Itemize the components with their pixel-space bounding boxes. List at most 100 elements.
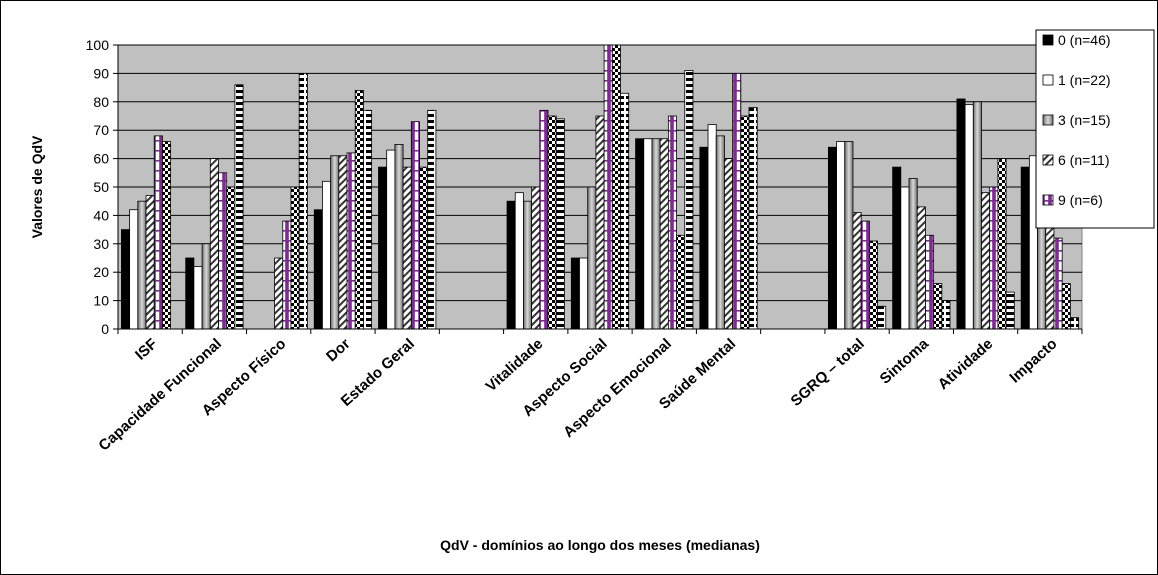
bar — [934, 284, 942, 329]
bar — [644, 139, 652, 329]
x-category-label: SGRQ – total — [788, 335, 868, 410]
bar — [363, 110, 371, 329]
bar — [957, 99, 965, 329]
y-tick-label: 20 — [93, 264, 109, 280]
bar — [845, 142, 853, 329]
bar — [202, 244, 210, 329]
bar — [909, 178, 917, 329]
bar — [652, 139, 660, 329]
y-tick-label: 70 — [93, 122, 109, 138]
bar — [901, 187, 909, 329]
bar — [716, 136, 724, 329]
legend-swatch — [1043, 75, 1053, 85]
bar — [685, 71, 693, 329]
bar — [998, 159, 1006, 329]
y-tick-label: 30 — [93, 236, 109, 252]
bar — [235, 85, 243, 329]
bar — [853, 213, 861, 329]
bar — [1006, 292, 1014, 329]
bar — [194, 267, 202, 329]
x-category-label: ISF — [132, 335, 161, 363]
bar — [917, 207, 925, 329]
x-category-label: Vitalidade — [483, 335, 547, 395]
bar — [331, 156, 339, 329]
bar — [162, 142, 170, 329]
bar — [322, 181, 330, 329]
bar — [580, 258, 588, 329]
y-tick-label: 10 — [93, 293, 109, 309]
bar — [210, 159, 218, 329]
bar — [387, 150, 395, 329]
y-tick-label: 60 — [93, 151, 109, 167]
bar — [395, 144, 403, 329]
bar — [708, 125, 716, 329]
bar — [861, 221, 869, 329]
bar — [1070, 318, 1078, 329]
x-category-label: Sintoma — [877, 335, 933, 388]
y-tick-label: 0 — [101, 321, 109, 337]
bar — [314, 210, 322, 329]
bar — [154, 136, 162, 329]
legend: 0 (n=46) 1 (n=22) 3 (n=15) 6 (n=11) 9 (n=6) — [1036, 30, 1154, 228]
bar — [965, 105, 973, 329]
bar — [596, 116, 604, 329]
bar — [869, 241, 877, 329]
y-tick-label: 100 — [86, 37, 110, 53]
y-tick-label: 50 — [93, 179, 109, 195]
bar — [507, 201, 515, 329]
bar — [219, 173, 227, 329]
bar — [749, 107, 757, 329]
bar — [982, 193, 990, 329]
legend-swatch — [1043, 155, 1053, 165]
legend-swatch — [1043, 195, 1053, 205]
bar — [677, 235, 685, 329]
legend-label: 6 (n=11) — [1058, 152, 1110, 168]
bar — [604, 45, 612, 329]
bar — [741, 116, 749, 329]
bar — [1062, 284, 1070, 329]
bar — [291, 187, 299, 329]
bar — [1021, 167, 1029, 329]
bar — [668, 116, 676, 329]
bar — [733, 73, 741, 329]
bar — [973, 102, 981, 329]
bar — [925, 235, 933, 329]
bar — [339, 156, 347, 329]
legend-label: 1 (n=22) — [1058, 72, 1111, 88]
bar — [660, 139, 668, 329]
bar — [227, 187, 235, 329]
y-tick-label: 90 — [93, 65, 109, 81]
bar — [523, 201, 531, 329]
y-tick-label: 40 — [93, 207, 109, 223]
bar — [121, 230, 129, 329]
y-axis-title: Valores de QdV — [29, 135, 45, 238]
x-category-label: Atividade — [935, 335, 997, 393]
bar — [942, 301, 950, 329]
bar — [532, 187, 540, 329]
bar — [828, 147, 836, 329]
legend-swatch — [1043, 35, 1053, 45]
bar — [515, 193, 523, 329]
bar — [428, 110, 436, 329]
bar — [588, 187, 596, 329]
bar — [347, 153, 355, 329]
bar — [548, 116, 556, 329]
bar — [403, 167, 411, 329]
bar — [990, 187, 998, 329]
bar — [621, 93, 629, 329]
bar — [355, 90, 363, 329]
x-category-label: Impacto — [1006, 335, 1060, 386]
bar — [724, 159, 732, 329]
legend-swatch — [1043, 115, 1053, 125]
bar — [893, 167, 901, 329]
bar — [837, 142, 845, 329]
legend-label: 3 (n=15) — [1058, 112, 1111, 128]
bar — [556, 119, 564, 329]
bar — [130, 210, 138, 329]
bar — [878, 306, 886, 329]
bar — [138, 201, 146, 329]
bar — [636, 139, 644, 329]
y-axis: 0 10 20 30 40 50 60 70 80 90 100 — [86, 37, 118, 337]
